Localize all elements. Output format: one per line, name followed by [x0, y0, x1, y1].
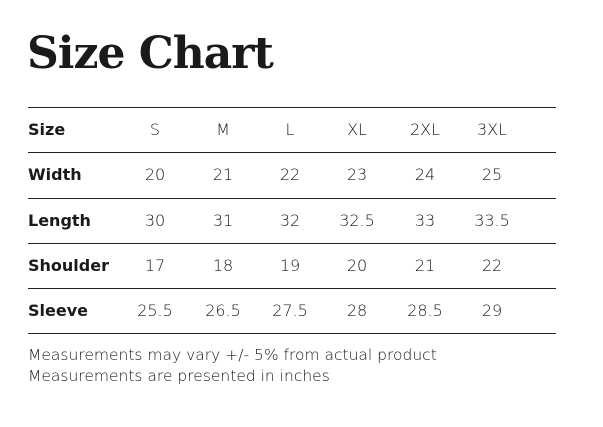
table-rule	[28, 198, 556, 199]
row-cell: 23	[346, 164, 368, 184]
row-cell: 17	[144, 255, 166, 275]
table-rule	[28, 152, 556, 153]
table-rule	[28, 107, 556, 108]
row-cell: 29	[481, 300, 503, 320]
row-cell: 26.5	[205, 300, 241, 320]
table-rule	[28, 288, 556, 289]
header-cell: XL	[347, 119, 367, 139]
row-cell: 24	[414, 164, 436, 184]
row-cell: 20	[144, 164, 166, 184]
row-cell: 21	[212, 164, 234, 184]
row-cell: 30	[144, 210, 166, 230]
row-cell: 32.5	[339, 210, 375, 230]
row-label: Shoulder	[28, 255, 109, 275]
row-label: Width	[28, 164, 82, 184]
row-cell: 28.5	[407, 300, 443, 320]
title: Size Chart	[27, 28, 274, 79]
row-cell: 28	[346, 300, 368, 320]
row-cell: 32	[279, 210, 301, 230]
header-label: Size	[28, 119, 66, 139]
table-rule	[28, 333, 556, 334]
row-cell: 25	[481, 164, 503, 184]
row-cell: 22	[481, 255, 503, 275]
header-cell: L	[285, 119, 295, 139]
row-label: Sleeve	[28, 300, 88, 320]
row-cell: 27.5	[272, 300, 308, 320]
header-cell: S	[149, 119, 161, 139]
row-cell: 19	[279, 255, 301, 275]
row-cell: 33	[414, 210, 436, 230]
table-rule	[28, 243, 556, 244]
row-cell: 18	[212, 255, 234, 275]
header-cell: 3XL	[476, 119, 508, 139]
row-cell: 21	[414, 255, 436, 275]
row-cell: 31	[212, 210, 234, 230]
row-cell: 22	[279, 164, 301, 184]
header-cell: 2XL	[409, 119, 441, 139]
header-cell: M	[216, 119, 230, 139]
row-cell: 33.5	[474, 210, 510, 230]
footnote: Measurements are presented in inches	[28, 367, 330, 385]
row-cell: 25.5	[137, 300, 173, 320]
row-label: Length	[28, 210, 91, 230]
row-cell: 20	[346, 255, 368, 275]
footnote: Measurements may vary +/- 5% from actual…	[28, 346, 437, 364]
